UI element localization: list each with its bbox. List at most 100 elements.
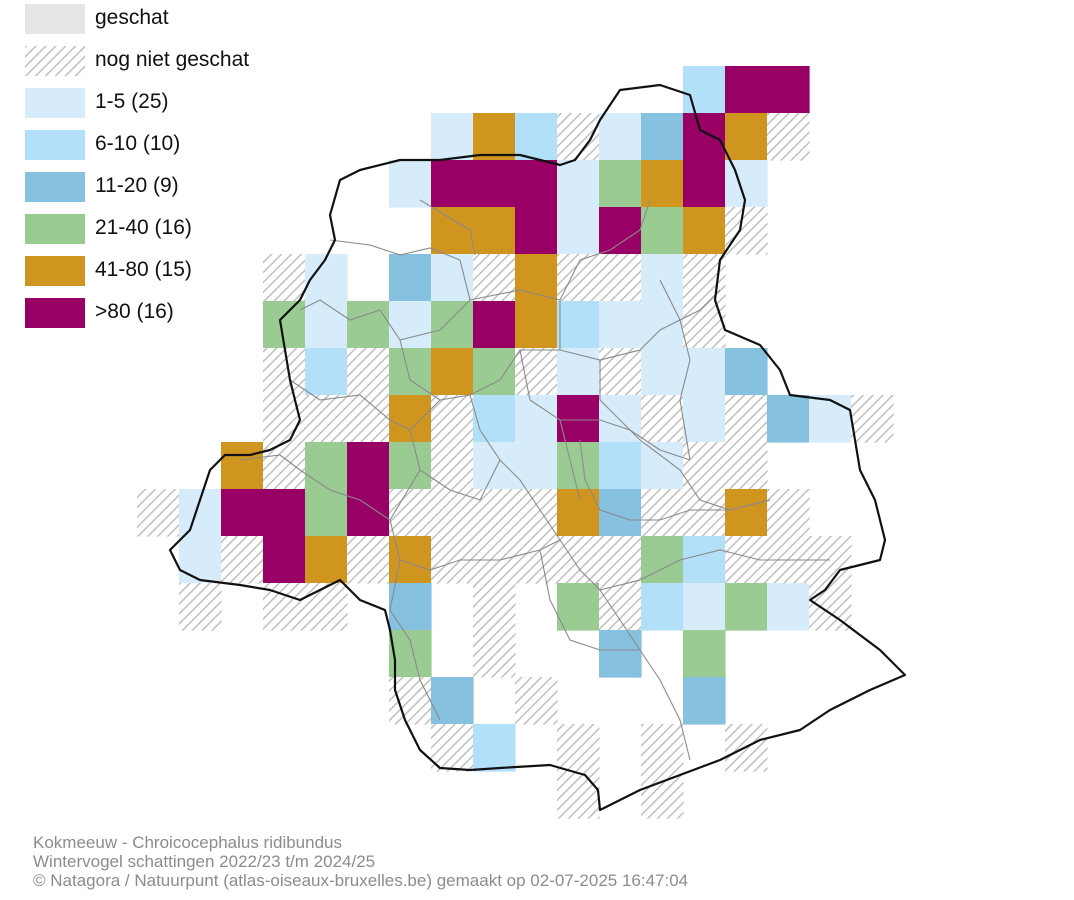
legend-swatch bbox=[25, 88, 85, 118]
legend-item-geschat: geschat bbox=[25, 4, 325, 34]
legend-label: 21-40 (16) bbox=[95, 216, 192, 239]
grid-cell-not-estimated bbox=[473, 583, 516, 631]
grid-cell-not-estimated bbox=[725, 442, 768, 490]
legend-label: 11-20 (9) bbox=[95, 174, 179, 197]
grid-cell-41-80 bbox=[305, 536, 348, 584]
caption-copyright: © Natagora / Natuurpunt (atlas-oiseaux-b… bbox=[33, 871, 689, 890]
grid-cell-41-80 bbox=[725, 489, 768, 537]
grid-cell-6-10 bbox=[473, 395, 516, 443]
map-caption: Kokmeeuw - Chroicocephalus ridibundus Wi… bbox=[33, 833, 688, 890]
grid-cell-not-estimated bbox=[263, 348, 306, 396]
municipality-border bbox=[599, 549, 830, 591]
grid-cell-1-5 bbox=[683, 395, 726, 443]
grid-cell-1-5 bbox=[515, 442, 558, 490]
municipality-border bbox=[419, 199, 476, 256]
grid-cell-6-10 bbox=[557, 301, 600, 349]
legend-label: geschat bbox=[95, 6, 169, 29]
grid-cell->80 bbox=[515, 160, 558, 208]
grid-cell-1-5 bbox=[305, 301, 348, 349]
grid-cell-not-estimated bbox=[557, 771, 600, 819]
grid-cell-not-estimated bbox=[221, 536, 264, 584]
grid-cell->80 bbox=[221, 489, 264, 537]
grid-cell-41-80 bbox=[473, 113, 516, 161]
grid-cell-not-estimated bbox=[725, 207, 768, 255]
grid-cell-1-5 bbox=[683, 583, 726, 631]
legend-swatch bbox=[25, 214, 85, 244]
grid-cell->80 bbox=[515, 207, 558, 255]
grid-cell-not-estimated bbox=[641, 395, 684, 443]
grid-cell-1-5 bbox=[725, 160, 768, 208]
legend-label: >80 (16) bbox=[95, 300, 174, 323]
municipality-border bbox=[599, 589, 691, 761]
municipality-border bbox=[659, 279, 691, 461]
grid-cell-41-80 bbox=[515, 301, 558, 349]
legend-swatch bbox=[25, 256, 85, 286]
grid-cell-1-5 bbox=[767, 583, 810, 631]
grid-cell-6-10 bbox=[515, 113, 558, 161]
municipality-border bbox=[469, 199, 651, 301]
grid-cell-6-10 bbox=[599, 442, 642, 490]
grid-cell-21-40 bbox=[641, 207, 684, 255]
municipality-border bbox=[469, 394, 601, 591]
municipality-border bbox=[539, 549, 640, 651]
caption-species: Kokmeeuw - Chroicocephalus ridibundus bbox=[33, 833, 342, 852]
grid-cell-not-estimated bbox=[137, 489, 180, 537]
grid-cell-not-estimated bbox=[515, 677, 558, 725]
legend-swatch bbox=[25, 46, 85, 76]
grid-cell-21-40 bbox=[389, 442, 432, 490]
grid-cell-1-5 bbox=[389, 160, 432, 208]
grid-cell-not-estimated bbox=[431, 489, 474, 537]
legend-item-21-40: 21-40 (16) bbox=[25, 214, 325, 244]
legend-swatch bbox=[25, 298, 85, 328]
grid-cell-not-estimated bbox=[767, 113, 810, 161]
municipality-border bbox=[409, 429, 501, 501]
grid-cell-11-20 bbox=[725, 348, 768, 396]
legend-swatch bbox=[25, 130, 85, 160]
grid-cell-not-estimated bbox=[641, 724, 684, 772]
legend-item-nog-niet-geschat: nog niet geschat bbox=[25, 46, 325, 76]
grid-cell-1-5 bbox=[557, 160, 600, 208]
grid-cell-11-20 bbox=[767, 395, 810, 443]
grid-cell-not-estimated bbox=[557, 536, 600, 584]
grid-cell-not-estimated bbox=[641, 771, 684, 819]
legend-item-1-5: 1-5 (25) bbox=[25, 88, 325, 118]
grid-cell-1-5 bbox=[683, 348, 726, 396]
grid-cell-1-5 bbox=[641, 348, 684, 396]
grid-cell-11-20 bbox=[389, 254, 432, 302]
municipality-border bbox=[599, 360, 731, 511]
grid-cell->80 bbox=[473, 301, 516, 349]
grid-cell-21-40 bbox=[599, 160, 642, 208]
caption-period: Wintervogel schattingen 2022/23 t/m 2024… bbox=[33, 852, 376, 871]
grid-cell-not-estimated bbox=[179, 583, 222, 631]
grid-cell-41-80 bbox=[221, 442, 264, 490]
grid-cell-not-estimated bbox=[347, 536, 390, 584]
grid-cell-21-40 bbox=[557, 583, 600, 631]
grid-cell-not-estimated bbox=[347, 395, 390, 443]
grid-cell-1-5 bbox=[431, 254, 474, 302]
grid-cell-11-20 bbox=[599, 489, 642, 537]
grid-cell->80 bbox=[431, 160, 474, 208]
municipality-border bbox=[559, 419, 581, 501]
municipality-border bbox=[289, 379, 441, 431]
municipality-border bbox=[389, 559, 441, 721]
grid-cell-not-estimated bbox=[599, 536, 642, 584]
grid-cell-21-40 bbox=[725, 583, 768, 631]
grid-cell-not-estimated bbox=[389, 489, 432, 537]
grid-cell-not-estimated bbox=[725, 395, 768, 443]
legend-label: 41-80 (15) bbox=[95, 258, 192, 281]
grid-cell-not-estimated bbox=[557, 113, 600, 161]
grid-cell-21-40 bbox=[305, 442, 348, 490]
grid-cell-21-40 bbox=[305, 489, 348, 537]
grid-cell-not-estimated bbox=[263, 254, 306, 302]
grid-cell-6-10 bbox=[683, 536, 726, 584]
grid-cell-not-estimated bbox=[557, 254, 600, 302]
legend-item-6-10: 6-10 (10) bbox=[25, 130, 325, 160]
grid-cell-not-estimated bbox=[431, 724, 474, 772]
grid-cell-not-estimated bbox=[599, 348, 642, 396]
grid-cell->80 bbox=[683, 160, 726, 208]
grid-cell-1-5 bbox=[809, 395, 852, 443]
grid-cell-not-estimated bbox=[557, 724, 600, 772]
grid-cell->80 bbox=[683, 113, 726, 161]
grid-cell-11-20 bbox=[431, 677, 474, 725]
grid-cell->80 bbox=[347, 442, 390, 490]
